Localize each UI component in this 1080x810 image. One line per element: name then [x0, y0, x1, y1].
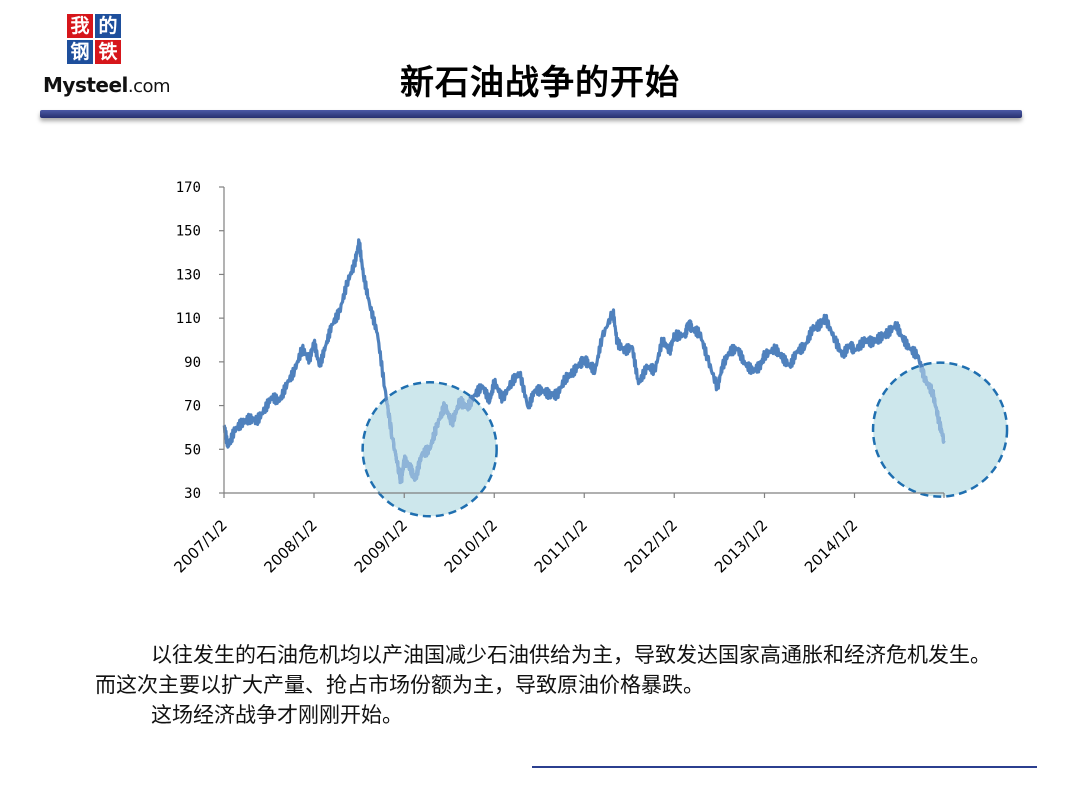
x-tick-label: 2011/1/2	[531, 516, 591, 576]
x-tick-label: 2007/1/2	[170, 516, 230, 576]
x-tick-label: 2012/1/2	[621, 516, 681, 576]
y-tick-label: 50	[184, 442, 201, 458]
body-paragraph-2: 这场经济战争才刚刚开始。	[151, 703, 403, 727]
slide-title: 新石油战争的开始	[400, 63, 680, 103]
y-tick-label: 30	[184, 486, 201, 502]
x-tick-label: 2008/1/2	[260, 516, 320, 576]
y-tick-label: 90	[184, 355, 201, 371]
series-line	[222, 238, 946, 485]
logo-char-wo: 我	[67, 14, 93, 38]
oil-price-chart: 170 150 130 110 90 70 50 30 2007/1/2 2008/1/2 2009…	[170, 180, 1009, 576]
y-tick-label: 150	[176, 224, 201, 240]
x-tick-label: 2014/1/2	[801, 516, 861, 576]
logo-char-gang: 钢	[67, 40, 93, 64]
logo-char-de: 的	[95, 14, 121, 38]
x-tick-label: 2009/1/2	[351, 516, 411, 576]
y-tick-label: 110	[176, 311, 201, 327]
x-tick-label: 2013/1/2	[711, 516, 771, 576]
body-paragraph-1: 以往发生的石油危机均以产油国减少石油供给为主，导致发达国家高通胀和经济危机发生。…	[95, 643, 991, 697]
title-underline	[40, 110, 1022, 118]
mysteel-logo: 我 的 钢 铁 Mysteel.com	[40, 14, 190, 104]
x-tick-label: 2010/1/2	[441, 516, 501, 576]
y-tick-label: 70	[184, 399, 201, 415]
logo-char-tie: 铁	[95, 40, 121, 64]
logo-brand-suffix: .com	[127, 76, 171, 97]
body-text: 以往发生的石油危机均以产油国减少石油供给为主，导致发达国家高通胀和经济危机发生。…	[95, 640, 1000, 730]
footer-rule	[532, 766, 1037, 768]
logo-brand-text: Mysteel.com	[43, 73, 171, 97]
tick-layer: 170 150 130 110 90 70 50 30 2007/1/2 2008/1/2 2009…	[170, 180, 945, 576]
y-tick-label: 130	[176, 267, 201, 283]
series-line-layer	[222, 238, 946, 485]
logo-brand-main: Mysteel	[43, 73, 128, 97]
y-tick-label: 170	[176, 180, 201, 196]
